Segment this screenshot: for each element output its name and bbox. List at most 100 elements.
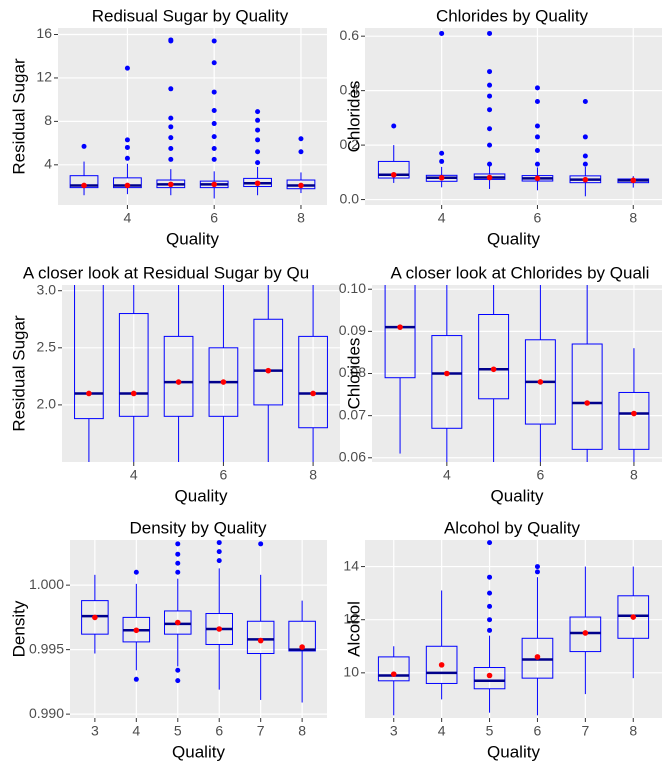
mean [257, 637, 264, 644]
x-tick-label: 3 [390, 723, 398, 739]
mean [534, 654, 541, 660]
y-axis-label: Residual Sugar [9, 58, 28, 175]
mean [216, 626, 223, 632]
mean [130, 390, 137, 397]
outlier [487, 627, 493, 633]
panel-title: Density by Quality [130, 518, 267, 537]
outlier [487, 30, 493, 36]
y-tick-label: 0.6 [340, 27, 360, 43]
outlier [211, 60, 217, 66]
y-tick-label: 0.4 [340, 81, 360, 97]
y-tick-label: 12 [36, 69, 52, 85]
outlier [487, 107, 493, 113]
outlier [124, 144, 130, 150]
x-tick-label: 6 [534, 723, 542, 739]
outlier [133, 569, 139, 575]
outlier [255, 127, 261, 133]
y-tick-label: 0.995 [29, 640, 64, 656]
outlier [582, 153, 588, 159]
mean [174, 619, 181, 626]
y-axis-label: Alcohol [344, 601, 363, 657]
outlier [255, 149, 261, 155]
box [163, 335, 194, 417]
outlier [211, 38, 217, 44]
outlier [168, 124, 174, 130]
outlier [211, 134, 217, 140]
y-tick-label: 0.2 [340, 136, 360, 152]
mean [438, 662, 445, 668]
x-tick-label: 6 [534, 210, 542, 226]
outlier [534, 148, 540, 154]
panel: 2.0 2.5 3.0 4 6 8 A closer look at Residual Su… [9, 263, 340, 505]
mean [133, 627, 140, 634]
outlier [487, 142, 493, 148]
plot [377, 30, 650, 197]
mean [168, 181, 174, 188]
outlier [216, 540, 222, 546]
x-axis-label: Quality [487, 742, 540, 761]
x-tick-label: 8 [629, 723, 637, 739]
plot [384, 285, 650, 462]
box [431, 335, 463, 429]
x-axis-label: Quality [172, 742, 225, 761]
y-tick-label: 2.5 [37, 339, 57, 355]
outlier [168, 156, 174, 162]
outlier [258, 541, 264, 547]
outlier [487, 590, 493, 596]
outlier [124, 155, 130, 161]
x-axis-label: Quality [491, 486, 544, 505]
outlier [255, 117, 261, 123]
outlier [168, 135, 174, 141]
outlier [175, 560, 181, 566]
mean [124, 182, 131, 189]
box [246, 620, 275, 655]
outlier [487, 82, 493, 88]
x-tick-label: 6 [220, 467, 228, 483]
box [569, 616, 602, 653]
outlier [81, 143, 87, 149]
outlier [534, 134, 540, 140]
outlier [211, 121, 217, 127]
box [618, 391, 650, 450]
y-tick-label: 0.08 [339, 364, 366, 380]
title-group: A closer look at Residual Sugar by Qu [23, 263, 309, 282]
y-tick-label: 8 [44, 112, 52, 128]
y-tick-label: 4 [44, 156, 52, 172]
outlier [168, 115, 174, 121]
outlier [582, 99, 588, 105]
panel: 4 8 12 16 4 6 8 Redisual Sugar by Quality Qualit… [9, 6, 327, 248]
mean [220, 379, 227, 385]
x-tick-label: 4 [130, 467, 138, 483]
panel-title: Alcohol by Quality [444, 518, 581, 537]
panel: 10 12 14 3 4 5 6 7 8 Alcohol by Quality Quality Alc… [343, 518, 662, 761]
box [377, 160, 410, 179]
y-tick-label: 0.07 [339, 406, 366, 422]
outlier [582, 134, 588, 140]
mean [486, 174, 493, 181]
outlier [534, 564, 540, 570]
mean [390, 671, 397, 677]
mean [298, 182, 304, 189]
outlier [534, 123, 540, 129]
y-axis-label: Density [9, 600, 28, 657]
x-tick-label: 3 [91, 723, 99, 739]
outlier [534, 161, 540, 167]
outlier [255, 160, 261, 166]
x-tick-label: 4 [438, 210, 446, 226]
outlier [534, 569, 540, 575]
panel: 0.06 0.07 0.08 0.09 0.10 4 6 8 A closer look at … [339, 263, 662, 505]
mean [390, 171, 397, 178]
mean [397, 324, 403, 330]
outlier [582, 161, 588, 167]
outlier [175, 541, 181, 547]
y-tick-label: 0.10 [339, 280, 366, 296]
x-tick-label: 4 [443, 467, 451, 483]
box [118, 313, 149, 417]
x-tick-label: 4 [124, 210, 132, 226]
panel-title: Chlorides by Quality [436, 6, 589, 25]
plot [74, 285, 328, 462]
panel: 0.990 0.995 1.000 3 4 5 6 7 8 Density by Quality Q… [9, 518, 327, 761]
outlier [439, 150, 445, 156]
mean [630, 614, 637, 620]
outlier [534, 85, 540, 91]
